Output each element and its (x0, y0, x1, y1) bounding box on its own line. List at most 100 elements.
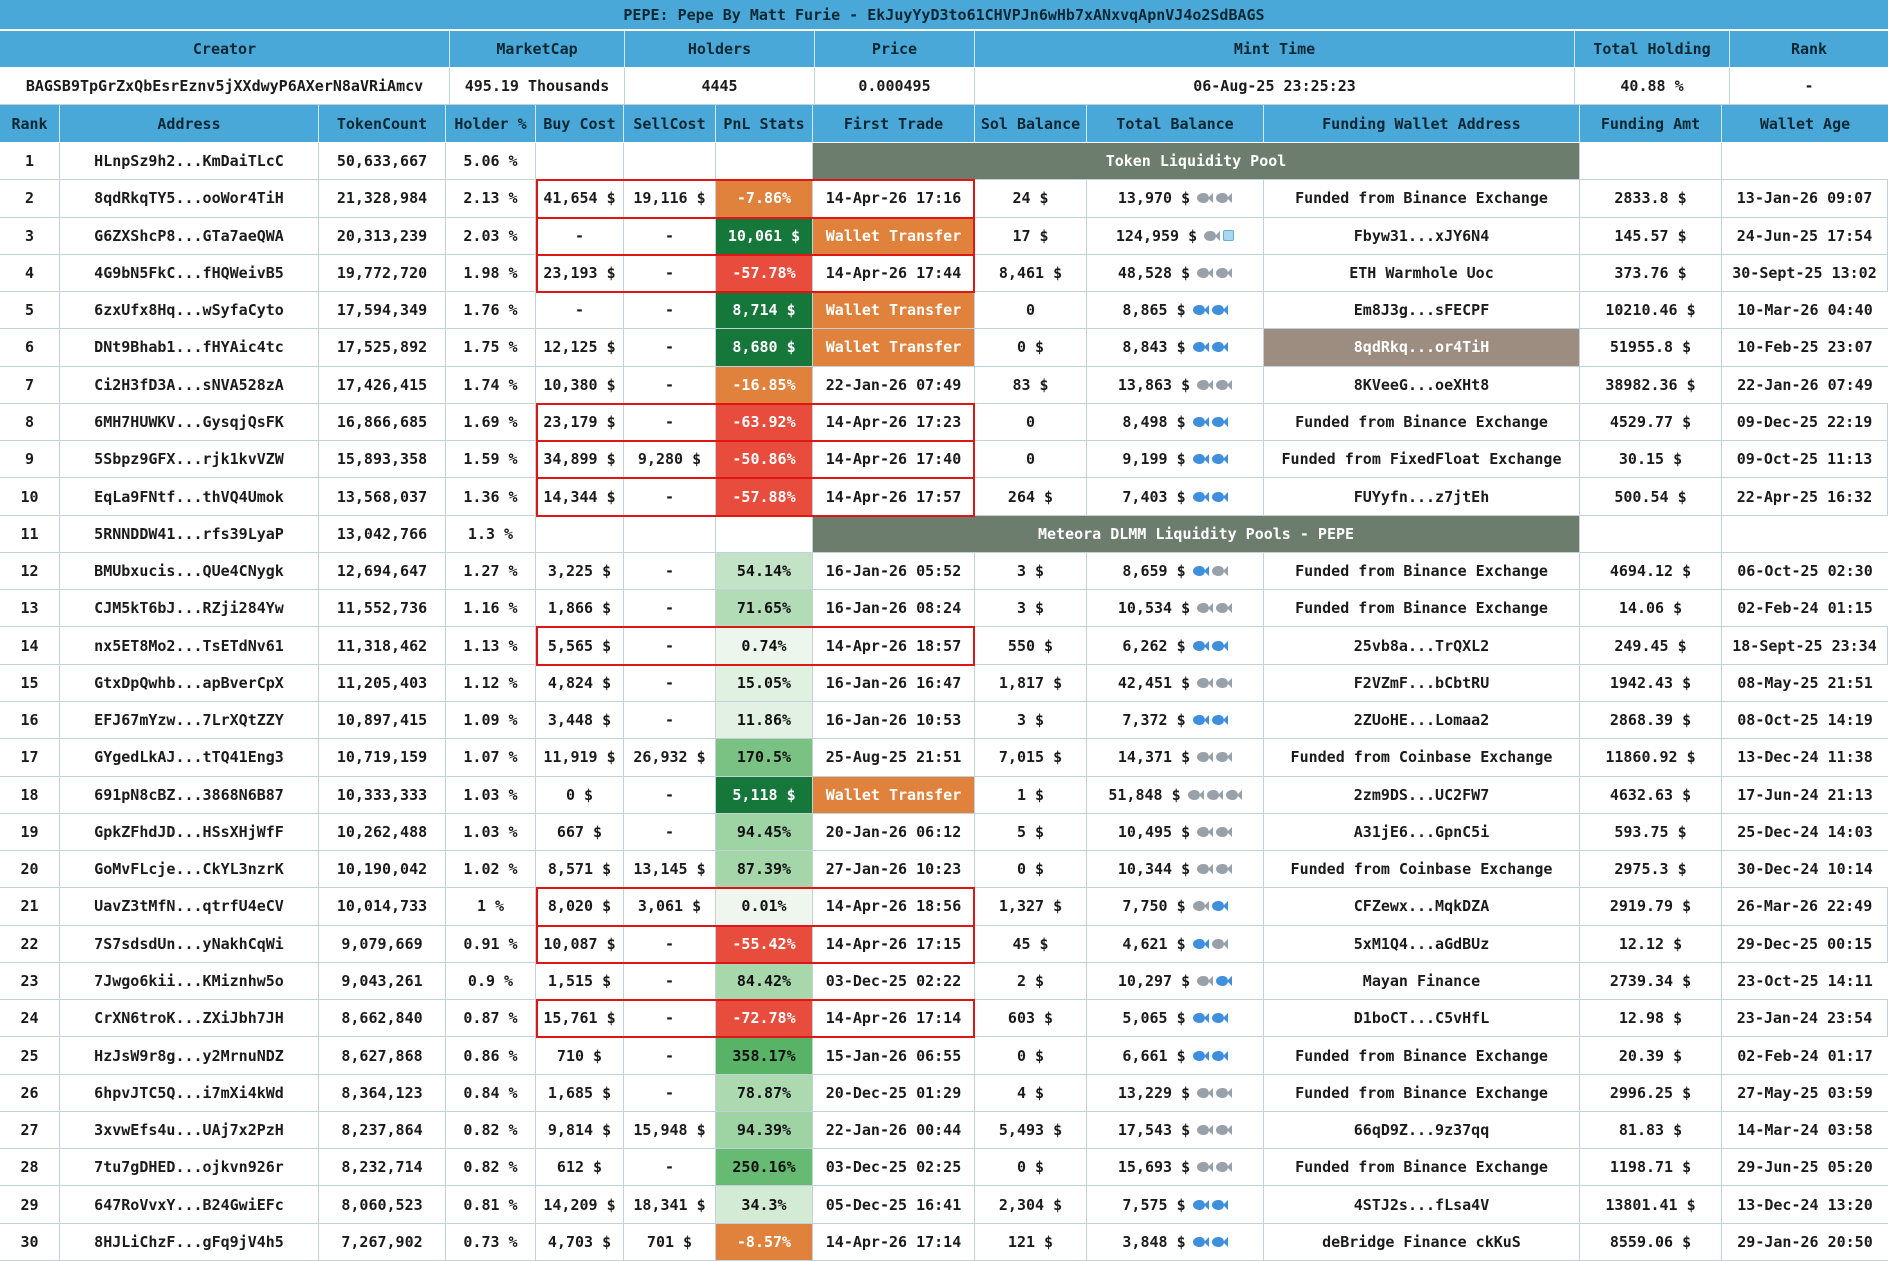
cell-address[interactable]: CrXN6troK...ZXiJbh7JH (60, 1000, 319, 1038)
cell-wallet-age: 23-Oct-25 14:11 (1722, 962, 1888, 1001)
col-header-wallet-age[interactable]: Wallet Age (1722, 105, 1888, 143)
cell-address[interactable]: 7Jwgo6kii...KMiznhw5o (60, 962, 319, 1001)
cell-funding-wallet[interactable]: Funded from Coinbase Exchange (1264, 739, 1580, 777)
cell-address[interactable]: HLnpSz9h2...KmDaiTLcC (60, 143, 319, 181)
cell-funding-amt: 10210.46 $ (1580, 292, 1722, 330)
balance-tier-icons (1197, 1087, 1233, 1098)
cell-funding-wallet[interactable]: Funded from Binance Exchange (1264, 552, 1580, 591)
cell-funding-wallet[interactable]: F2VZmF...bCbtRU (1264, 664, 1580, 702)
cell-pnl: 87.39% (716, 851, 813, 889)
cell-rank: 27 (0, 1111, 60, 1150)
cell-funding-wallet[interactable]: Fbyw31...xJY6N4 (1264, 217, 1580, 255)
col-header-rank[interactable]: Rank (0, 105, 60, 143)
cell-funding-wallet[interactable]: 25vb8a...TrQXL2 (1264, 627, 1580, 665)
cell-total-balance: 8,498 $ (1087, 403, 1264, 442)
cell-address[interactable]: nx5ET8Mo2...TsETdNv61 (60, 627, 319, 665)
col-header-tokencount[interactable]: TokenCount (319, 105, 446, 143)
cell-wallet-age: 30-Dec-24 10:14 (1722, 851, 1888, 889)
cell-address[interactable]: 6MH7HUWKV...GysqjQsFK (60, 403, 319, 442)
table-row: 15 GtxDpQwhb...apBverCpX 11,205,403 1.12 % 4… (0, 664, 1888, 702)
cell-address[interactable]: 6zxUfx8Hq...wSyfaCyto (60, 292, 319, 330)
cell-funding-wallet[interactable]: 8KVeeG...oeXHt8 (1264, 366, 1580, 404)
cell-funding-wallet[interactable]: Funded from Binance Exchange (1264, 590, 1580, 628)
cell-address[interactable]: Ci2H3fD3A...sNVA528zA (60, 366, 319, 404)
cell-address[interactable]: DNt9Bhab1...fHYAic4tc (60, 329, 319, 367)
cell-address[interactable]: EFJ67mYzw...7LrXQtZZY (60, 701, 319, 740)
cell-address[interactable]: GpkZFhdJD...HSsXHjWfF (60, 813, 319, 852)
cell-funding-wallet[interactable]: Funded from Binance Exchange (1264, 180, 1580, 218)
cell-total-balance: 8,659 $ (1087, 552, 1264, 591)
cell-funding-wallet[interactable]: Mayan Finance (1264, 962, 1580, 1001)
cell-address[interactable]: BMUbxucis...QUe4CNygk (60, 552, 319, 591)
balance-tier-icons (1187, 789, 1242, 800)
total-balance-value: 7,750 $ (1122, 897, 1186, 916)
cell-rank: 28 (0, 1149, 60, 1187)
cell-address[interactable]: 7tu7gDHED...ojkvn926r (60, 1149, 319, 1187)
cell-funding-wallet[interactable]: 66qD9Z...9z37qq (1264, 1111, 1580, 1150)
cell-sell-cost: - (624, 366, 716, 404)
col-header-pnl-stats[interactable]: PnL Stats (716, 105, 813, 143)
cell-address[interactable]: 6hpvJTC5Q...i7mXi4kWd (60, 1074, 319, 1112)
cell-funding-wallet[interactable]: 2ZUoHE...Lomaa2 (1264, 701, 1580, 740)
cell-funding-wallet[interactable]: 2zm9DS...UC2FW7 (1264, 776, 1580, 814)
cell-address[interactable]: 5Sbpz9GFX...rjk1kvVZW (60, 441, 319, 479)
cell-funding-wallet[interactable]: D1boCT...C5vHfL (1264, 1000, 1580, 1038)
cell-funding-wallet[interactable]: Em8J3g...sFECPF (1264, 292, 1580, 330)
cell-address[interactable]: 4G9bN5FkC...fHQWeivB5 (60, 254, 319, 293)
cell-address[interactable]: 3xvwEfs4u...UAj7x2PzH (60, 1111, 319, 1150)
summary-value-creator-address[interactable]: BAGSB9TpGrZxQbEsrEznv5jXXdwyP6AXerN8aVRi… (0, 68, 450, 105)
cell-address[interactable]: 7S7sdsdUn...yNakhCqWi (60, 925, 319, 963)
cell-funding-wallet[interactable]: Funded from Binance Exchange (1264, 1149, 1580, 1187)
cell-address[interactable]: 5RNNDDW41...rfs39LyaP (60, 515, 319, 553)
balance-tier-icons (1197, 193, 1233, 204)
total-balance-value: 8,659 $ (1122, 562, 1186, 581)
fish-blue-icon (1192, 491, 1209, 502)
cell-funding-wallet[interactable]: FUYyfn...z7jtEh (1264, 478, 1580, 516)
cell-funding-wallet[interactable]: 5xM1Q4...aGdBUz (1264, 925, 1580, 963)
cell-funding-wallet[interactable]: Funded from Binance Exchange (1264, 1074, 1580, 1112)
cell-funding-wallet[interactable]: CFZewx...MqkDZA (1264, 888, 1580, 926)
cell-token-count: 7,267,902 (319, 1223, 446, 1261)
col-header-buy-cost[interactable]: Buy Cost (536, 105, 624, 143)
col-header-first-trade[interactable]: First Trade (813, 105, 975, 143)
cell-wallet-age: 13-Dec-24 11:38 (1722, 739, 1888, 777)
cell-funding-wallet[interactable]: 4STJ2s...fLsa4V (1264, 1186, 1580, 1224)
cell-address[interactable]: GYgedLkAJ...tTQ41Eng3 (60, 739, 319, 777)
cell-address[interactable]: G6ZXShcP8...GTa7aeQWA (60, 217, 319, 255)
cell-address[interactable]: EqLa9FNtf...thVQ4Umok (60, 478, 319, 516)
col-header-sol-balance[interactable]: Sol Balance (975, 105, 1087, 143)
cell-funding-wallet[interactable]: deBridge Finance ckKuS (1264, 1223, 1580, 1261)
cell-funding-wallet[interactable]: ETH Warmhole Uoc (1264, 254, 1580, 293)
cell-buy-cost: 8,571 $ (536, 851, 624, 889)
cell-address[interactable]: HzJsW9r8g...y2MrnuNDZ (60, 1037, 319, 1075)
cell-buy-cost: 14,209 $ (536, 1186, 624, 1224)
cell-address[interactable]: 8HJLiChzF...gFq9jV4h5 (60, 1223, 319, 1261)
cell-address[interactable]: CJM5kT6bJ...RZji284Yw (60, 590, 319, 628)
cell-funding-wallet[interactable]: Funded from Coinbase Exchange (1264, 851, 1580, 889)
cell-funding-wallet[interactable]: Funded from Binance Exchange (1264, 1037, 1580, 1075)
cell-address[interactable]: 8qdRkqTY5...ooWor4TiH (60, 180, 319, 218)
col-header-total-balance[interactable]: Total Balance (1087, 105, 1264, 143)
cell-wallet-age: 22-Apr-25 16:32 (1722, 478, 1888, 516)
cell-total-balance: 13,863 $ (1087, 366, 1264, 404)
page-title: PEPE: Pepe By Matt Furie - EkJuyYyD3to61… (623, 5, 1265, 24)
col-header-funding-amt[interactable]: Funding Amt (1580, 105, 1722, 143)
cell-sell-cost: - (624, 403, 716, 442)
summary-header-marketcap: MarketCap (450, 31, 625, 68)
cell-address[interactable]: GoMvFLcje...CkYL3nzrK (60, 851, 319, 889)
cell-address[interactable]: UavZ3tMfN...qtrfU4eCV (60, 888, 319, 926)
cell-funding-wallet[interactable]: A31jE6...GpnC5i (1264, 813, 1580, 852)
cell-address[interactable]: 691pN8cBZ...3868N6B87 (60, 776, 319, 814)
cell-pnl: 170.5% (716, 739, 813, 777)
cell-funding-wallet[interactable]: Funded from Binance Exchange (1264, 403, 1580, 442)
cell-address[interactable]: GtxDpQwhb...apBverCpX (60, 664, 319, 702)
cell-address[interactable]: 647RoVvxY...B24GwiEFc (60, 1186, 319, 1224)
col-header-funding-wallet-address[interactable]: Funding Wallet Address (1264, 105, 1580, 143)
col-header-holder-pct[interactable]: Holder % (446, 105, 536, 143)
cell-funding-wallet[interactable]: Funded from FixedFloat Exchange (1264, 441, 1580, 479)
cell-funding-wallet[interactable]: 8qdRkq...or4TiH (1264, 329, 1580, 367)
col-header-address[interactable]: Address (60, 105, 319, 143)
cell-funding-amt: 500.54 $ (1580, 478, 1722, 516)
col-header-sellcost[interactable]: SellCost (624, 105, 716, 143)
